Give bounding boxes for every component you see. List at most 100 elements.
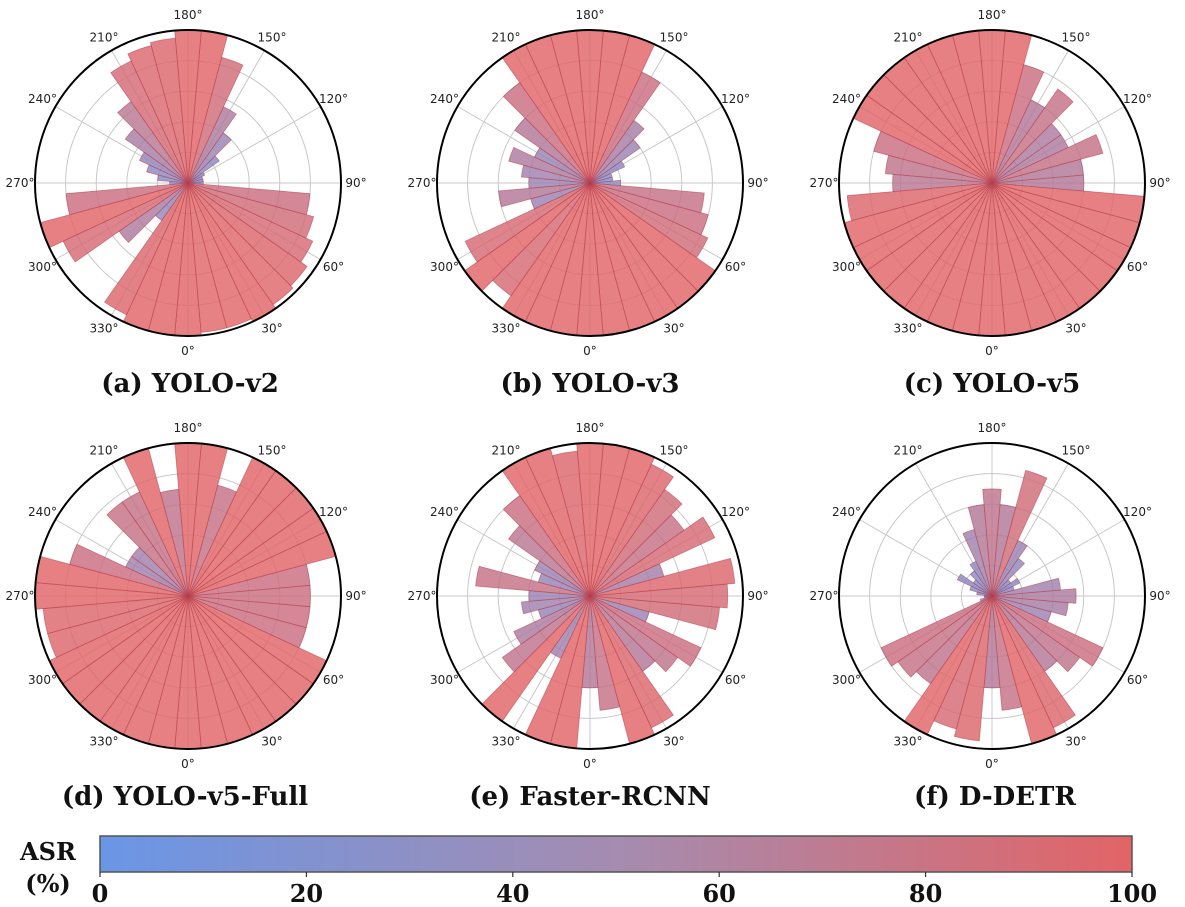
polar-bar <box>589 595 702 667</box>
colorbar-tick-label: 80 <box>909 879 942 907</box>
polar-bar <box>187 182 294 306</box>
polar-charts: 0° 30° 60° 90° 120° 150° 180° 210° 240° 270° 300° 3… <box>6 8 1171 771</box>
polar-bar <box>502 82 591 184</box>
angle-tick-label: 270° <box>810 176 839 190</box>
panel-label-a: (a) YOLO-v2 <box>101 369 279 399</box>
polar-bar <box>117 100 189 184</box>
angle-tick-label: 0° <box>181 757 195 771</box>
polar-bar <box>502 495 591 597</box>
angle-tick-label: 210° <box>492 31 521 45</box>
angle-tick-label: 210° <box>90 31 119 45</box>
angle-tick-label: 120° <box>1123 505 1152 519</box>
polar-bar <box>514 117 591 184</box>
angle-tick-label: 180° <box>576 421 605 435</box>
angle-tick-label: 300° <box>832 260 861 274</box>
outer-ring <box>436 442 744 750</box>
angle-tick-label: 60° <box>1127 673 1148 687</box>
polar-bar <box>106 501 189 597</box>
polar-bar <box>62 182 189 263</box>
angle-tick-label: 270° <box>408 589 437 603</box>
angle-tick-label: 300° <box>832 673 861 687</box>
polar-bar <box>118 182 189 244</box>
angle-tick-label: 150° <box>258 31 287 45</box>
colorbar-tick-label: 100 <box>1107 879 1157 907</box>
angle-tick-label: 60° <box>323 673 344 687</box>
polar-chart-2: 0° 30° 60° 90° 120° 150° 180° 210° 240° 270° 300° 3… <box>408 8 769 358</box>
polar-bar <box>533 560 591 597</box>
polar-bar <box>475 565 591 597</box>
angle-tick-label: 150° <box>1062 444 1091 458</box>
polar-bar <box>589 595 674 729</box>
angle-tick-label: 180° <box>978 8 1007 22</box>
angle-tick-label: 90° <box>747 589 768 603</box>
panel-label-f: (f) D-DETR <box>914 782 1076 812</box>
angle-tick-label: 30° <box>1065 322 1086 336</box>
angle-tick-label: 270° <box>810 589 839 603</box>
angle-tick-label: 300° <box>28 673 57 687</box>
angle-tick-label: 240° <box>832 505 861 519</box>
polar-bar <box>146 164 189 184</box>
angle-tick-label: 300° <box>430 260 459 274</box>
angle-tick-label: 240° <box>430 92 459 106</box>
angle-tick-label: 90° <box>1149 176 1170 190</box>
angle-tick-label: 180° <box>978 421 1007 435</box>
angle-tick-label: 120° <box>319 92 348 106</box>
outer-ring <box>838 29 1146 337</box>
polar-bar <box>589 182 709 236</box>
angle-tick-label: 270° <box>6 176 35 190</box>
polar-bar <box>187 182 314 263</box>
polar-bar <box>187 182 311 216</box>
angle-tick-label: 120° <box>319 505 348 519</box>
panel-label-c: (c) YOLO-v5 <box>904 369 1081 399</box>
polar-bar <box>138 151 189 184</box>
colorbar-title-asr: ASR <box>19 837 77 866</box>
polar-bar <box>969 570 993 597</box>
panel-label-d: (d) YOLO-v5-Full <box>62 782 308 812</box>
polar-bar <box>520 164 591 184</box>
angle-tick-label: 0° <box>583 344 597 358</box>
angle-tick-label: 150° <box>660 31 689 45</box>
polar-chart-1: 0° 30° 60° 90° 120° 150° 180° 210° 240° 270° 300° 3… <box>6 8 367 358</box>
colorbar: ASR (%) 0 20 40 60 80 100 <box>19 835 1157 907</box>
polar-chart-5: 0° 30° 60° 90° 120° 150° 180° 210° 240° 270° 300° 3… <box>408 421 769 771</box>
angle-tick-label: 90° <box>1149 589 1170 603</box>
polar-bar <box>880 595 993 667</box>
angle-tick-label: 0° <box>985 344 999 358</box>
angle-tick-label: 330° <box>492 735 521 749</box>
colorbar-tick-label: 20 <box>290 879 323 907</box>
colorbar-gradient <box>99 835 1133 873</box>
polar-bar <box>589 182 705 214</box>
polar-bar <box>884 154 993 184</box>
polar-bar <box>124 128 189 184</box>
angle-tick-label: 330° <box>90 322 119 336</box>
angle-tick-label: 330° <box>894 735 923 749</box>
polar-bar <box>991 595 1104 667</box>
polar-bar <box>991 588 1077 604</box>
polar-bar <box>589 516 716 597</box>
angle-tick-label: 120° <box>1123 92 1152 106</box>
polar-bar <box>187 182 315 239</box>
polar-bar <box>873 130 993 184</box>
angle-tick-label: 60° <box>323 260 344 274</box>
outer-ring <box>838 442 1146 750</box>
angle-tick-label: 60° <box>1127 260 1148 274</box>
colorbar-tick-label: 0 <box>92 879 109 907</box>
polar-chart-4: 0° 30° 60° 90° 120° 150° 180° 210° 240° 270° 300° 3… <box>6 421 367 771</box>
angle-tick-label: 210° <box>894 444 923 458</box>
angle-tick-label: 270° <box>408 176 437 190</box>
angle-tick-label: 150° <box>1062 31 1091 45</box>
angle-tick-label: 30° <box>663 735 684 749</box>
angle-tick-label: 150° <box>660 444 689 458</box>
polar-bar <box>991 133 1104 184</box>
angle-tick-label: 210° <box>894 31 923 45</box>
polar-bar <box>897 595 993 678</box>
angle-tick-label: 90° <box>345 176 366 190</box>
polar-bar <box>991 469 1048 597</box>
angle-tick-label: 210° <box>90 444 119 458</box>
angle-tick-label: 240° <box>28 92 57 106</box>
angle-tick-label: 180° <box>174 421 203 435</box>
polar-chart-3: 0° 30° 60° 90° 120° 150° 180° 210° 240° 270° 300° 3… <box>810 8 1171 358</box>
panel-label-e: (e) Faster-RCNN <box>469 782 711 812</box>
angle-tick-label: 90° <box>345 589 366 603</box>
